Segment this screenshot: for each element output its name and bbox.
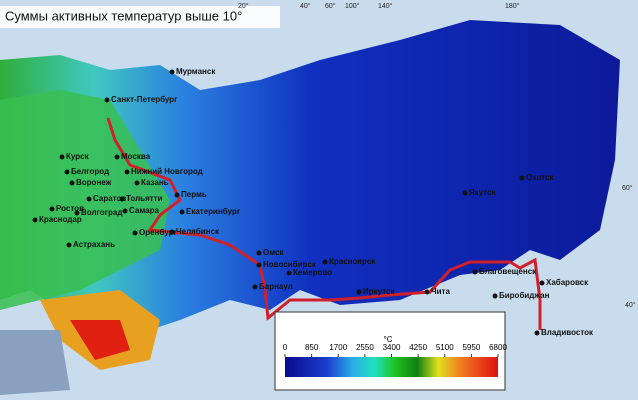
city-dot <box>256 262 262 268</box>
tick-label: 2550 <box>356 343 374 352</box>
city-dot <box>472 269 478 275</box>
city-dot <box>322 259 328 265</box>
city-dot <box>64 169 70 175</box>
city-dot <box>256 250 262 256</box>
city-dot <box>74 210 80 216</box>
title-box <box>0 6 280 28</box>
hottest-zone <box>70 320 130 360</box>
longitude-label: 140° <box>378 2 393 10</box>
longitude-label: 40° <box>300 2 311 10</box>
city-label: Биробиджан <box>499 291 550 300</box>
city-dot <box>169 69 175 75</box>
city-label: Кемерово <box>293 268 332 277</box>
tick-label: 5950 <box>462 343 480 352</box>
city-dot <box>534 330 540 336</box>
sea <box>0 330 70 395</box>
city-dot <box>169 229 175 235</box>
color-scale <box>285 357 498 377</box>
city-label: Волгоград <box>81 208 122 217</box>
city-dot <box>179 209 185 215</box>
city-label: Белгород <box>71 167 109 176</box>
city-dot <box>86 196 92 202</box>
city-dot <box>124 169 130 175</box>
warm-zone <box>0 90 170 310</box>
city-dot <box>32 217 38 223</box>
longitude-label: 180° <box>505 2 520 10</box>
city-label: Охотск <box>526 173 554 182</box>
longitude-label: 100° <box>345 2 360 10</box>
city-label: Екатеринбург <box>186 207 241 216</box>
tick-label: 0 <box>283 343 288 352</box>
title: Суммы активных температур выше 10° <box>5 8 242 23</box>
city-dot <box>424 289 430 295</box>
city-label: Санкт-Петербург <box>111 95 178 104</box>
city-label: Астрахань <box>73 240 115 249</box>
latitude-label: 60° <box>622 184 633 192</box>
city-dot <box>59 154 65 160</box>
tick-label: 5100 <box>436 343 454 352</box>
city-label: Иркутск <box>363 287 395 296</box>
city-dot <box>356 289 362 295</box>
city-label: Барнаул <box>259 282 293 291</box>
city-label: Ростов <box>56 204 84 213</box>
city-label: Пермь <box>181 190 207 199</box>
city-label: Воронеж <box>76 178 112 187</box>
city-label: Хабаровск <box>546 278 589 287</box>
longitude-label: 20° <box>238 2 249 10</box>
city-label: Челябинск <box>176 227 220 236</box>
city-dot <box>119 196 125 202</box>
city-dot <box>539 280 545 286</box>
city-label: Нижний Новгород <box>131 167 203 176</box>
city-label: Оренбург <box>139 228 177 237</box>
city-label: Красноярск <box>329 257 376 266</box>
city-label: Курск <box>66 152 90 161</box>
city-dot <box>104 97 110 103</box>
city-label: Краснодар <box>39 215 82 224</box>
tick-label: 850 <box>305 343 319 352</box>
city-label: Чита <box>431 287 450 296</box>
city-dot <box>114 154 120 160</box>
city-dot <box>252 284 258 290</box>
city-dot <box>286 270 292 276</box>
legend-unit: °C <box>384 335 393 344</box>
longitude-label: 60° <box>325 2 336 10</box>
tick-label: 4250 <box>409 343 427 352</box>
city-label: Якутск <box>469 188 497 197</box>
city-label: Самара <box>129 206 159 215</box>
tick-label: 3400 <box>383 343 401 352</box>
city-label: Владивосток <box>541 328 594 337</box>
city-label: Саратов <box>93 194 126 203</box>
city-dot <box>122 208 128 214</box>
city-dot <box>69 180 75 186</box>
city-dot <box>462 190 468 196</box>
city-label: Новосибирск <box>263 260 317 269</box>
cities: Мурманск Санкт-Петербург Курск Москва Белгор… <box>32 67 594 337</box>
city-dot <box>174 192 180 198</box>
city-label: Мурманск <box>176 67 216 76</box>
city-label: Москва <box>121 152 151 161</box>
city-label: Омск <box>263 248 284 257</box>
city-dot <box>132 230 138 236</box>
city-dot <box>49 206 55 212</box>
city-dot <box>492 293 498 299</box>
tick-label: 1700 <box>329 343 347 352</box>
city-dot <box>519 175 525 181</box>
city-dot <box>66 242 72 248</box>
legend-ticks: 0 850 1700 2550 3400 4250 5100 5950 6800 <box>283 343 507 357</box>
city-label: Казань <box>141 178 169 187</box>
city-label: Тольятти <box>126 194 163 203</box>
city-dot <box>134 180 140 186</box>
latitude-label: 40° <box>625 301 636 309</box>
city-label: Благовещенск <box>479 267 537 276</box>
tick-label: 6800 <box>489 343 507 352</box>
